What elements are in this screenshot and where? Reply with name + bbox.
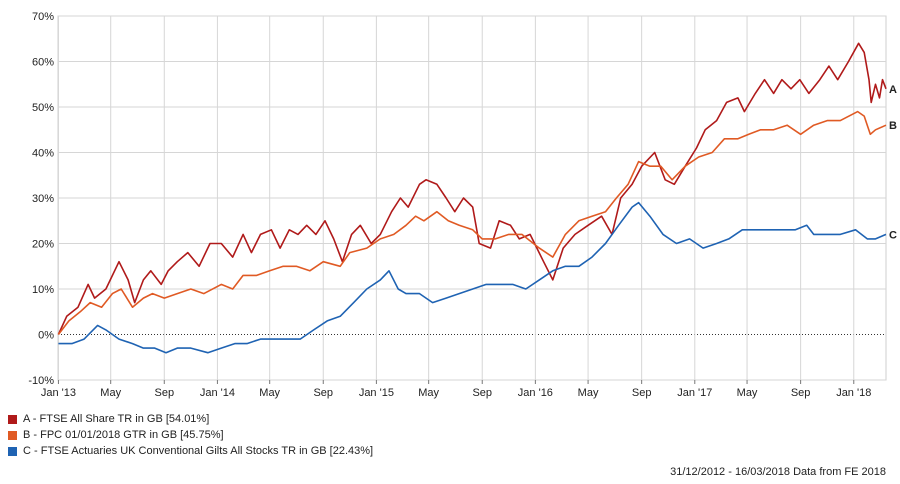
y-tick-label: 60% xyxy=(32,57,54,69)
x-tick-label: Sep xyxy=(632,387,652,399)
x-tick-label: Jan '14 xyxy=(200,387,235,399)
y-tick-label: 50% xyxy=(32,102,54,114)
data-source-footer: 31/12/2012 - 16/03/2018 Data from FE 201… xyxy=(670,466,886,478)
legend-swatch xyxy=(8,430,17,440)
x-tick-label: Jan '15 xyxy=(359,387,394,399)
y-tick-label: -10% xyxy=(28,375,54,387)
series-end-label-a: A xyxy=(889,84,897,96)
x-tick-label: Jan '13 xyxy=(41,387,76,399)
y-tick-label: 30% xyxy=(32,193,54,205)
legend-label: B - FPC 01/01/2018 GTR in GB [45.75%] xyxy=(23,429,224,441)
x-tick-label: Jan '16 xyxy=(518,387,553,399)
y-tick-label: 20% xyxy=(32,239,54,251)
y-tick-label: 70% xyxy=(32,11,54,23)
legend-item: A - FTSE All Share TR in GB [54.01%] xyxy=(8,411,373,427)
x-tick-label: May xyxy=(737,387,758,399)
x-tick-label: May xyxy=(259,387,280,399)
x-tick-label: May xyxy=(100,387,121,399)
series-end-label-b: B xyxy=(889,120,897,132)
series-line-b xyxy=(57,110,887,335)
y-tick-label: 0% xyxy=(38,330,54,342)
legend-item: B - FPC 01/01/2018 GTR in GB [45.75%] xyxy=(8,427,373,443)
x-tick-label: May xyxy=(578,387,599,399)
x-tick-label: May xyxy=(418,387,439,399)
x-tick-label: Jan '17 xyxy=(677,387,712,399)
legend-label: C - FTSE Actuaries UK Conventional Gilts… xyxy=(23,445,374,457)
x-tick-label: Sep xyxy=(154,387,174,399)
x-tick-label: Sep xyxy=(313,387,333,399)
x-tick-label: Sep xyxy=(791,387,811,399)
legend-swatch xyxy=(8,414,17,424)
chart-grid xyxy=(57,15,887,381)
series-end-labels: A B C xyxy=(889,84,897,242)
legend-item: C - FTSE Actuaries UK Conventional Gilts… xyxy=(8,443,373,459)
y-tick-label: 40% xyxy=(32,148,54,160)
x-tick-label: Jan '18 xyxy=(836,387,871,399)
series-line-c xyxy=(58,201,887,354)
chart-series xyxy=(57,42,887,354)
y-tick-label: 10% xyxy=(32,284,54,296)
chart-legend: A - FTSE All Share TR in GB [54.01%] B - … xyxy=(8,411,373,459)
chart-axes: -10% 0% 10% 20% 30% 40% 50% 60% 70% Jan '13 May Sep… xyxy=(28,11,871,399)
legend-swatch xyxy=(8,446,17,456)
legend-label: A - FTSE All Share TR in GB [54.01%] xyxy=(23,413,210,425)
series-line-a xyxy=(57,42,887,335)
series-end-label-c: C xyxy=(889,229,897,241)
x-tick-label: Sep xyxy=(472,387,492,399)
